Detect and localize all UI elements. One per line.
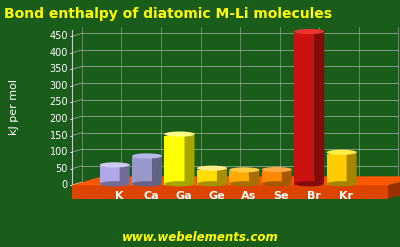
Text: kJ per mol: kJ per mol [9,80,19,135]
Polygon shape [152,154,162,185]
Text: 200: 200 [50,114,68,124]
Text: K: K [115,191,124,201]
Polygon shape [282,168,292,185]
Text: 450: 450 [50,31,68,41]
Polygon shape [388,176,400,199]
Ellipse shape [229,167,259,172]
Polygon shape [249,168,259,185]
Polygon shape [72,176,400,185]
Bar [326,154,347,185]
Text: Kr: Kr [339,191,353,201]
Text: www.webelements.com: www.webelements.com [122,231,278,244]
Ellipse shape [262,167,292,172]
Ellipse shape [262,181,292,186]
Text: 0: 0 [62,180,68,190]
Text: 150: 150 [50,131,68,141]
Ellipse shape [326,150,357,155]
Bar [197,170,217,185]
Ellipse shape [229,181,259,186]
Text: Br: Br [307,191,321,201]
Bar [262,171,282,185]
Text: Se: Se [274,191,289,201]
Ellipse shape [100,162,130,167]
Ellipse shape [294,29,324,34]
Text: Bond enthalpy of diatomic M-Li molecules: Bond enthalpy of diatomic M-Li molecules [4,7,332,21]
Bar [100,166,120,185]
Ellipse shape [294,181,324,186]
Ellipse shape [100,181,130,186]
Text: 350: 350 [50,64,68,74]
Polygon shape [184,133,194,185]
Ellipse shape [132,181,162,186]
Bar [72,185,388,199]
Polygon shape [347,151,357,185]
Text: 50: 50 [56,164,68,174]
Text: 250: 250 [49,98,68,107]
Polygon shape [120,164,130,185]
Bar [229,171,249,185]
Ellipse shape [132,153,162,159]
Bar [132,157,152,185]
Text: As: As [241,191,257,201]
Text: Ga: Ga [176,191,192,201]
Ellipse shape [164,181,194,186]
Text: 100: 100 [50,147,68,157]
Polygon shape [314,30,324,185]
Ellipse shape [197,165,227,171]
Text: Ge: Ge [208,191,225,201]
Text: Ca: Ca [144,191,160,201]
Ellipse shape [164,131,194,137]
Bar [164,136,184,185]
Bar [294,33,314,185]
Text: 400: 400 [50,48,68,58]
Ellipse shape [326,181,357,186]
Polygon shape [217,167,227,185]
Text: 300: 300 [50,81,68,91]
Ellipse shape [197,181,227,186]
